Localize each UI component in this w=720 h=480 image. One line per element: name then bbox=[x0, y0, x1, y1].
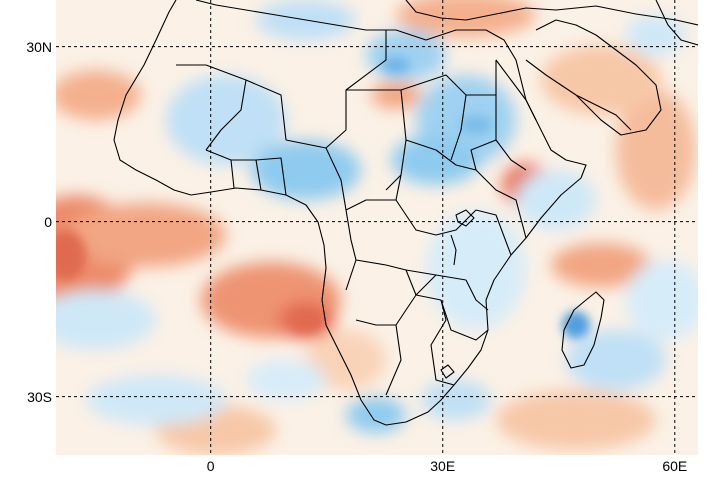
warm-patch bbox=[396, 0, 536, 37]
arabia-border bbox=[575, 94, 632, 131]
border bbox=[470, 139, 497, 171]
cool-patch bbox=[56, 290, 156, 350]
border bbox=[405, 139, 477, 171]
map-frame bbox=[56, 0, 698, 455]
europe-coast bbox=[405, 0, 698, 26]
cool-patch bbox=[166, 75, 286, 165]
cool-core bbox=[382, 57, 410, 73]
border bbox=[475, 169, 527, 239]
border bbox=[430, 299, 455, 386]
border bbox=[395, 199, 477, 236]
graticule bbox=[56, 0, 698, 455]
longitude-label: 60E bbox=[662, 458, 688, 474]
warm-core bbox=[288, 308, 324, 332]
cool-core bbox=[562, 311, 590, 339]
cool-patch bbox=[626, 15, 686, 55]
latitude-label: 0 bbox=[44, 213, 52, 230]
border bbox=[325, 147, 347, 211]
border bbox=[440, 299, 489, 341]
longitude-label: 30E bbox=[430, 458, 456, 474]
strong-anomalies bbox=[56, 57, 590, 339]
border bbox=[205, 79, 247, 151]
lesotho bbox=[440, 364, 455, 379]
cool-patch bbox=[346, 397, 406, 433]
cool-patch bbox=[626, 260, 698, 340]
warm-patch bbox=[371, 81, 421, 109]
border bbox=[230, 159, 235, 189]
border bbox=[385, 89, 407, 191]
cool-patch bbox=[566, 330, 666, 390]
border bbox=[205, 149, 262, 191]
border bbox=[345, 30, 387, 91]
border bbox=[345, 174, 402, 211]
border bbox=[255, 157, 287, 196]
red-sea-border bbox=[495, 59, 537, 121]
madagascar bbox=[561, 291, 605, 369]
warm-patch bbox=[616, 90, 696, 210]
border bbox=[355, 294, 417, 326]
land-outlines bbox=[113, 0, 698, 426]
warm-patch bbox=[496, 390, 656, 450]
anomaly-fields bbox=[56, 0, 698, 455]
arabian-peninsula bbox=[525, 19, 662, 136]
africa-coastline bbox=[113, 0, 587, 426]
cool-patch bbox=[251, 140, 361, 200]
cool-patch bbox=[86, 375, 226, 425]
warm-patch bbox=[66, 203, 226, 267]
border bbox=[495, 95, 527, 171]
cool-patch bbox=[391, 135, 481, 185]
warm-patch bbox=[306, 330, 386, 390]
border bbox=[385, 324, 402, 396]
cool-core bbox=[460, 115, 492, 135]
border bbox=[475, 209, 512, 256]
cool-patch bbox=[426, 210, 526, 330]
latitude-label: 30N bbox=[26, 38, 52, 55]
border bbox=[345, 209, 357, 291]
warm-core bbox=[56, 230, 86, 280]
anomaly-map bbox=[56, 0, 698, 455]
warm-patch bbox=[56, 70, 141, 120]
border bbox=[450, 94, 467, 161]
cool-patch bbox=[421, 380, 491, 420]
cool-patch bbox=[246, 360, 326, 400]
warm-patch bbox=[541, 45, 661, 115]
longitude-label: 0 bbox=[206, 458, 215, 474]
border bbox=[465, 279, 489, 311]
lake-tanganyika bbox=[450, 234, 457, 266]
latitude-label: 30S bbox=[27, 388, 52, 405]
border bbox=[405, 269, 437, 276]
border bbox=[285, 89, 401, 149]
warm-patch bbox=[551, 243, 651, 287]
